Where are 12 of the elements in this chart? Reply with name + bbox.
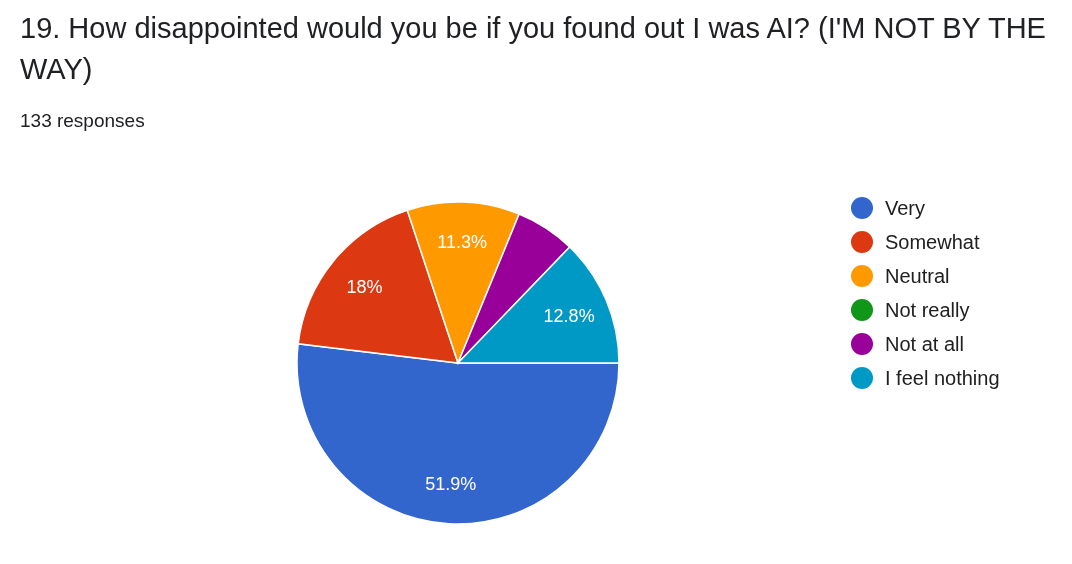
- legend-label: I feel nothing: [885, 366, 1000, 390]
- legend-label: Very: [885, 196, 926, 220]
- legend-label: Not at all: [885, 332, 964, 356]
- text: 133 responses: [20, 110, 145, 132]
- data-label: 12.8%: [543, 305, 595, 326]
- chart-title: 19. How disappointed would you be if you found out I was AI? (I'M NOT BY THE WAY): [20, 11, 1047, 87]
- legend-label: Somewhat: [885, 230, 980, 254]
- data-label: 18%: [346, 276, 383, 297]
- legend-label: Neutral: [885, 264, 950, 288]
- data-label: 11.3%: [437, 232, 488, 253]
- legend-label: Not really: [885, 298, 970, 322]
- data-label: 51.9%: [425, 473, 477, 494]
